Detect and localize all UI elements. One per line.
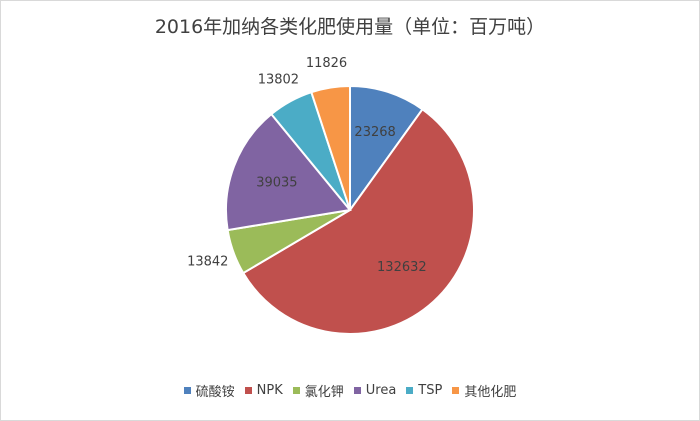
legend-swatch-5: [452, 387, 460, 394]
legend-swatch-3: [353, 387, 361, 394]
legend-item-5: 其他化肥: [452, 381, 516, 400]
legend-label-2: 氯化钾: [304, 385, 344, 400]
data-label-3: 39035: [256, 175, 297, 190]
data-label-5: 11826: [306, 56, 347, 71]
legend-item-1: NPK: [244, 383, 283, 398]
legend-item-4: TSP: [406, 383, 442, 398]
legend-swatch-0: [183, 387, 191, 394]
legend-label-3: Urea: [365, 383, 397, 398]
legend-swatch-1: [244, 387, 252, 394]
data-label-4: 13802: [258, 73, 299, 88]
legend-item-0: 硫酸铵: [183, 381, 235, 400]
chart-title: 2016年加纳各类化肥使用量（单位：百万吨）: [154, 16, 546, 38]
pie-slice-3: [225, 112, 352, 232]
pie-slice-5: [310, 84, 351, 211]
data-label-1: 132632: [377, 260, 427, 275]
legend-swatch-2: [292, 387, 300, 394]
legend-label-4: TSP: [418, 383, 443, 398]
legend-item-3: Urea: [353, 383, 397, 398]
legend-item-2: 氯化钾: [292, 381, 344, 400]
legend-label-5: 其他化肥: [464, 385, 517, 400]
pie-slice-1: [241, 107, 475, 335]
legend-swatch-4: [406, 387, 414, 394]
legend: 硫酸铵 NPK 氯化钾 Urea TSP 其他化肥: [0, 381, 700, 400]
pie-slice-0: [349, 84, 424, 214]
data-label-2: 13842: [187, 255, 228, 270]
legend-label-0: 硫酸铵: [195, 385, 235, 400]
data-label-0: 23268: [354, 125, 395, 140]
legend-label-1: NPK: [256, 383, 283, 398]
